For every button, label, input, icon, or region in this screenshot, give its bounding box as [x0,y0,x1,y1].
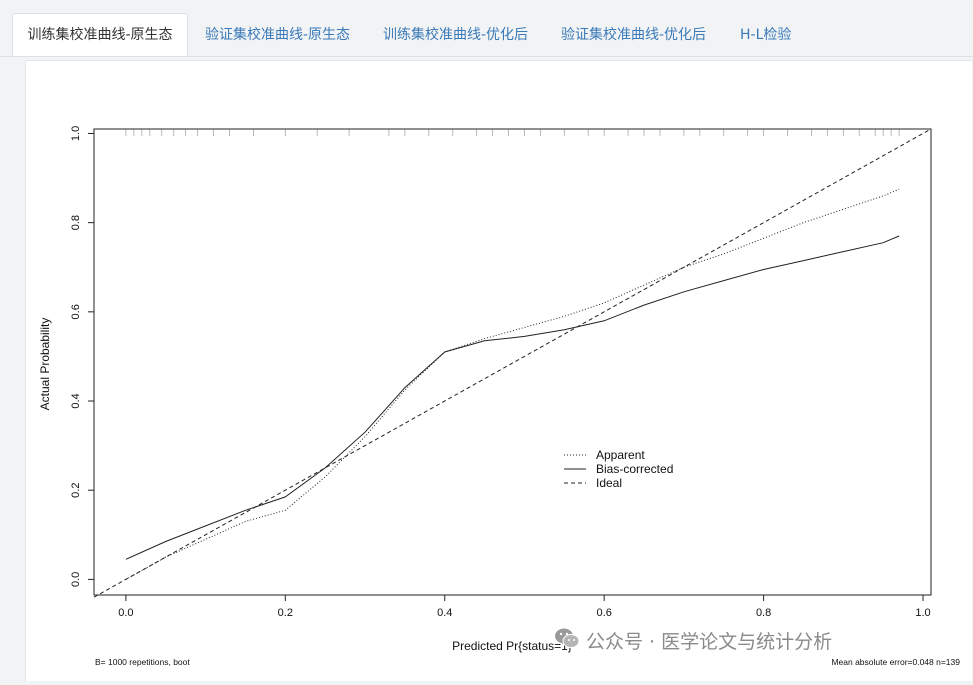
y-tick-label: 0.6 [70,304,82,319]
tab-hl-test[interactable]: H-L检验 [740,27,792,43]
watermark: 公众号 · 医学论文与统计分析 [554,627,832,657]
chart-panel: 0.0 0.2 0.4 0.6 0.8 1.0 0.0 0.2 0.4 0.6 0.8 1.0 Pr… [25,60,972,681]
x-tick-label: 0.6 [597,607,612,619]
rug-marks [125,129,900,136]
x-tick-label: 1.0 [915,607,930,619]
x-tick-label: 0.8 [756,607,771,619]
series-line-apparent [125,188,900,580]
series-lines [93,128,932,598]
x-tick-label: 0.0 [118,607,133,619]
y-tick-label: 0.8 [70,215,82,230]
y-axis-label: Actual Probability [38,318,52,411]
series-line-bias-corrected [125,235,900,560]
x-tick-label: 0.2 [278,607,293,619]
plot-frame [93,128,932,596]
legend-label-apparent: Apparent [596,448,645,462]
tab-validation-original[interactable]: 验证集校准曲线-原生态 [205,27,351,43]
tab-train-optimized[interactable]: 训练集校准曲线-优化后 [383,27,529,43]
tab-train-original[interactable]: 训练集校准曲线-原生态 [12,13,188,57]
series-line-ideal [93,128,932,598]
y-axis: 0.0 0.2 0.4 0.6 0.8 1.0 [70,126,94,587]
y-tick-label: 1.0 [70,126,82,141]
tab-bar: 训练集校准曲线-原生态 验证集校准曲线-原生态 训练集校准曲线-优化后 验证集校… [0,0,973,57]
y-tick-label: 0.2 [70,483,82,498]
y-tick-label: 0.4 [70,393,82,408]
x-axis-label: Predicted Pr{status=1} [452,639,572,653]
wechat-icon [554,627,580,658]
legend-label-bias-corrected: Bias-corrected [596,462,673,476]
legend-label-ideal: Ideal [596,476,622,490]
x-axis: 0.0 0.2 0.4 0.6 0.8 1.0 [118,595,931,619]
legend: Apparent Bias-corrected Ideal [564,448,673,490]
footnote-right: Mean absolute error=0.048 n=139 [831,657,960,667]
y-tick-label: 0.0 [70,572,82,587]
watermark-text: 公众号 · 医学论文与统计分析 [586,631,833,653]
tab-validation-optimized[interactable]: 验证集校准曲线-优化后 [561,27,707,43]
calibration-chart: 0.0 0.2 0.4 0.6 0.8 1.0 0.0 0.2 0.4 0.6 0.8 1.0 Pr… [38,126,960,667]
tab-divider [0,56,973,57]
x-tick-label: 0.4 [437,607,452,619]
footnote-left: B= 1000 repetitions, boot [95,657,190,667]
